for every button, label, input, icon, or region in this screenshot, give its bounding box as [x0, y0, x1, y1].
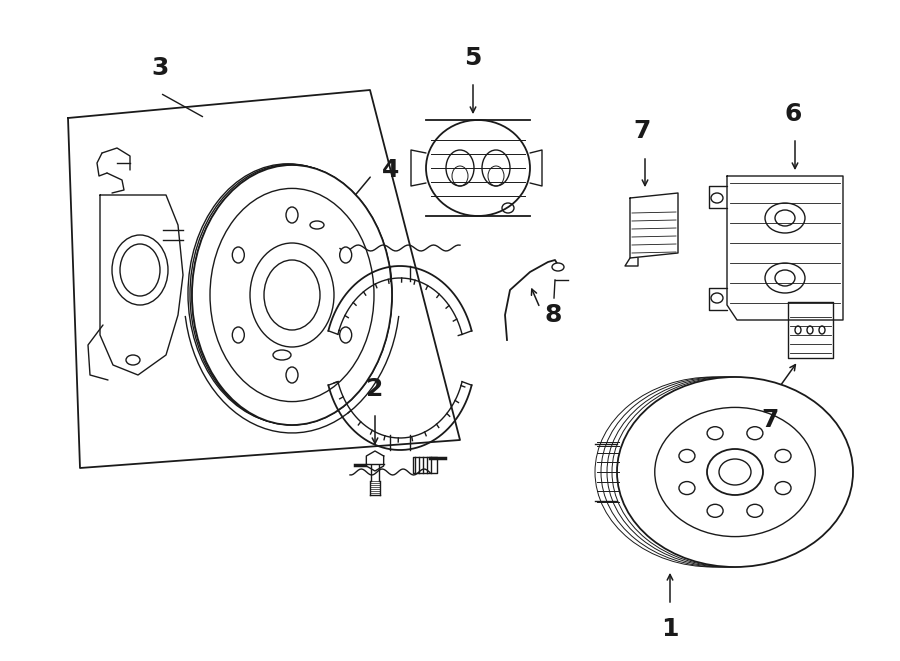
Ellipse shape — [232, 327, 244, 343]
Ellipse shape — [707, 449, 763, 495]
Ellipse shape — [286, 367, 298, 383]
Ellipse shape — [210, 188, 374, 402]
Ellipse shape — [747, 504, 763, 518]
Ellipse shape — [765, 203, 805, 233]
Ellipse shape — [339, 327, 352, 343]
Ellipse shape — [552, 263, 564, 271]
Ellipse shape — [655, 407, 815, 537]
Text: 6: 6 — [784, 102, 802, 126]
Ellipse shape — [765, 263, 805, 293]
Ellipse shape — [192, 165, 392, 425]
Ellipse shape — [775, 449, 791, 463]
Ellipse shape — [679, 482, 695, 494]
Ellipse shape — [286, 207, 298, 223]
Ellipse shape — [339, 247, 352, 263]
Ellipse shape — [707, 427, 723, 440]
Ellipse shape — [679, 449, 695, 463]
Text: 7: 7 — [761, 408, 778, 432]
Ellipse shape — [250, 243, 334, 347]
Text: 4: 4 — [382, 158, 400, 182]
Ellipse shape — [617, 377, 853, 567]
Text: 3: 3 — [151, 56, 168, 80]
Ellipse shape — [747, 427, 763, 440]
Text: 8: 8 — [545, 303, 562, 327]
Ellipse shape — [775, 482, 791, 494]
Text: 2: 2 — [366, 377, 383, 401]
Text: 7: 7 — [634, 119, 651, 143]
Ellipse shape — [232, 247, 244, 263]
Text: 5: 5 — [464, 46, 482, 70]
Ellipse shape — [426, 120, 530, 216]
Ellipse shape — [707, 504, 723, 518]
Text: 1: 1 — [662, 617, 679, 641]
